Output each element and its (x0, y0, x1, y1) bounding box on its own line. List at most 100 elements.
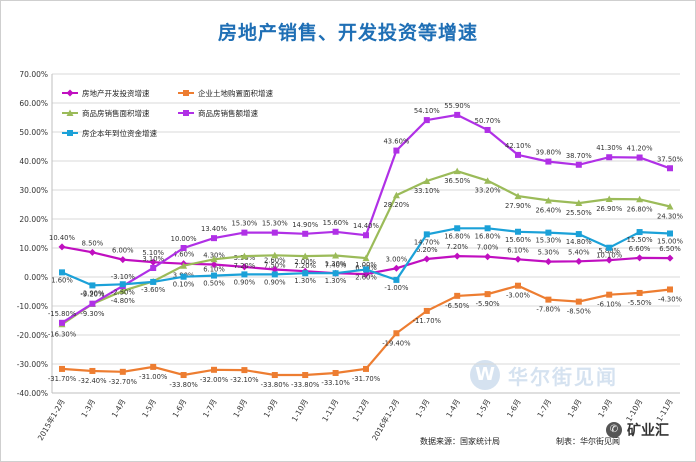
data-label: -16.30% (48, 330, 77, 338)
data-point (150, 278, 157, 285)
data-point (240, 263, 248, 271)
data-label: 33.20% (475, 187, 501, 195)
data-label: 27.90% (505, 202, 531, 210)
data-point (363, 232, 369, 239)
data-label: 6.60% (629, 245, 651, 253)
data-point (636, 195, 644, 203)
data-point (605, 256, 613, 264)
data-label: 1.00% (355, 261, 377, 269)
data-label: -6.50% (445, 302, 470, 310)
data-label: 0.90% (264, 278, 286, 286)
data-point (180, 372, 187, 379)
data-point (575, 199, 583, 207)
data-point (544, 196, 552, 204)
data-label: -33.10% (321, 379, 350, 387)
data-point (149, 258, 157, 266)
data-point (271, 251, 279, 259)
y-tick-label: 30.00% (19, 186, 48, 195)
data-label: 42.10% (505, 142, 531, 150)
data-point (484, 291, 491, 298)
data-label: 5.80% (598, 247, 620, 255)
data-point (180, 262, 188, 269)
data-point (363, 365, 369, 372)
y-tick-label: 0.00% (24, 273, 48, 282)
x-tick-label: 1-3月 (414, 398, 432, 420)
data-label: -3.60% (141, 286, 166, 294)
data-point (484, 253, 492, 261)
data-point (211, 235, 217, 242)
data-label: -32.10% (230, 376, 259, 384)
data-point (484, 225, 491, 232)
data-label: -32.00% (200, 376, 229, 384)
data-point (119, 287, 127, 294)
data-point (392, 191, 400, 199)
x-tick-label: 1-4月 (110, 398, 128, 420)
data-label: -31.70% (48, 375, 77, 383)
data-point (332, 270, 339, 277)
data-point (606, 291, 613, 298)
data-source: 数据来源：国家统计局 (420, 437, 500, 446)
data-label: -33.80% (169, 381, 198, 389)
data-point (393, 147, 400, 154)
x-tick-label: 1-9月 (262, 398, 280, 420)
data-label: 25.50% (566, 209, 592, 217)
data-point (271, 271, 278, 278)
data-point (301, 252, 309, 260)
watermark-text: 华尔街见闻 (508, 364, 618, 389)
data-label: 14.90% (292, 221, 318, 229)
data-point (423, 117, 430, 124)
data-label: 26.40% (535, 206, 561, 214)
data-point (119, 368, 126, 375)
chart-credit: 制表：华尔街见闻 (556, 437, 620, 446)
data-label: 36.50% (444, 177, 470, 185)
data-point (606, 154, 613, 161)
data-label: -9.30% (80, 310, 105, 318)
data-label: 1.30% (325, 277, 347, 285)
x-tick-label: 1-5月 (140, 398, 158, 420)
x-tick-label: 1-7月 (535, 398, 553, 420)
data-label: 5.40% (568, 248, 590, 256)
data-label: 5.30% (538, 249, 560, 257)
data-point (454, 111, 461, 118)
data-point (515, 228, 521, 235)
data-label: 50.70% (475, 117, 501, 125)
data-label: -19.40% (382, 339, 411, 347)
data-point (454, 292, 461, 299)
data-point (667, 230, 673, 237)
x-tick-label: 1-4月 (444, 398, 462, 420)
y-tick-label: 50.00% (19, 128, 48, 137)
data-point (606, 244, 613, 251)
legend-label: 房地产开发投资增速 (82, 88, 150, 98)
y-tick-label: -30.00% (17, 360, 48, 369)
data-point (211, 366, 217, 373)
data-point (423, 231, 430, 238)
data-point (240, 252, 248, 260)
data-point (150, 363, 157, 370)
data-label: 16.80% (475, 232, 501, 240)
data-point (423, 255, 431, 263)
data-label: 3.10% (142, 255, 164, 263)
x-tick-label: 1-8月 (231, 398, 249, 420)
data-point (605, 195, 613, 202)
data-point (362, 254, 370, 262)
data-label: 4.30% (203, 252, 225, 260)
data-point (89, 282, 96, 289)
data-label: 10.00% (171, 235, 197, 243)
x-tick-label: 1-6月 (505, 398, 523, 420)
data-point (484, 126, 491, 133)
data-point (545, 229, 552, 236)
data-point (545, 296, 552, 303)
data-label: 4.60% (173, 251, 195, 259)
data-label: -3.00% (506, 292, 531, 300)
data-label: 38.70% (566, 152, 592, 160)
data-label: 0.50% (203, 280, 225, 288)
data-label: -6.10% (597, 301, 622, 309)
data-label: -33.80% (261, 381, 290, 389)
data-point (332, 228, 339, 235)
data-label: 13.40% (201, 225, 227, 233)
data-label: 26.80% (627, 205, 653, 213)
data-point (210, 261, 218, 269)
data-label: 41.30% (596, 144, 622, 152)
x-tick-label: 1-10月 (290, 398, 310, 424)
